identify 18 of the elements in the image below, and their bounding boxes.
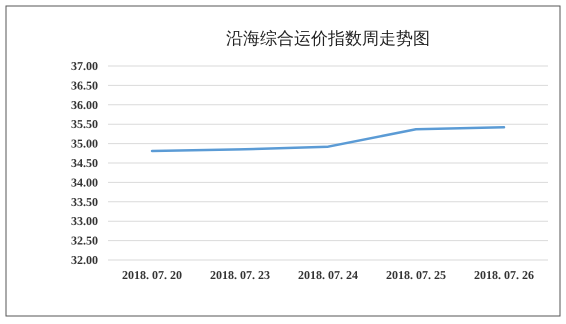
y-tick-label: 32.50 <box>71 234 98 248</box>
y-tick-label: 35.00 <box>71 136 98 151</box>
y-tick-label: 33.50 <box>71 194 98 209</box>
x-tick-label: 2018. 07. 26 <box>474 268 534 282</box>
y-tick-label: 37.00 <box>71 59 98 73</box>
y-tick-label: 32.00 <box>71 253 98 267</box>
line-series <box>150 126 506 152</box>
x-tick-label: 2018. 07. 24 <box>298 268 358 282</box>
y-tick-label: 34.00 <box>71 175 98 190</box>
y-tick-label: 33.00 <box>71 214 98 228</box>
y-tick-label: 34.50 <box>71 156 98 170</box>
x-tick-label: 2018. 07. 20 <box>122 268 182 282</box>
y-tick-label: 36.50 <box>71 78 98 92</box>
y-tick-label: 36.00 <box>71 98 98 112</box>
y-tick-label: 35.50 <box>71 117 98 132</box>
chart-title: 沿海综合运价指数周走势图 <box>226 29 430 48</box>
x-tick-label: 2018. 07. 25 <box>386 268 446 282</box>
x-tick-label: 2018. 07. 23 <box>210 268 270 282</box>
